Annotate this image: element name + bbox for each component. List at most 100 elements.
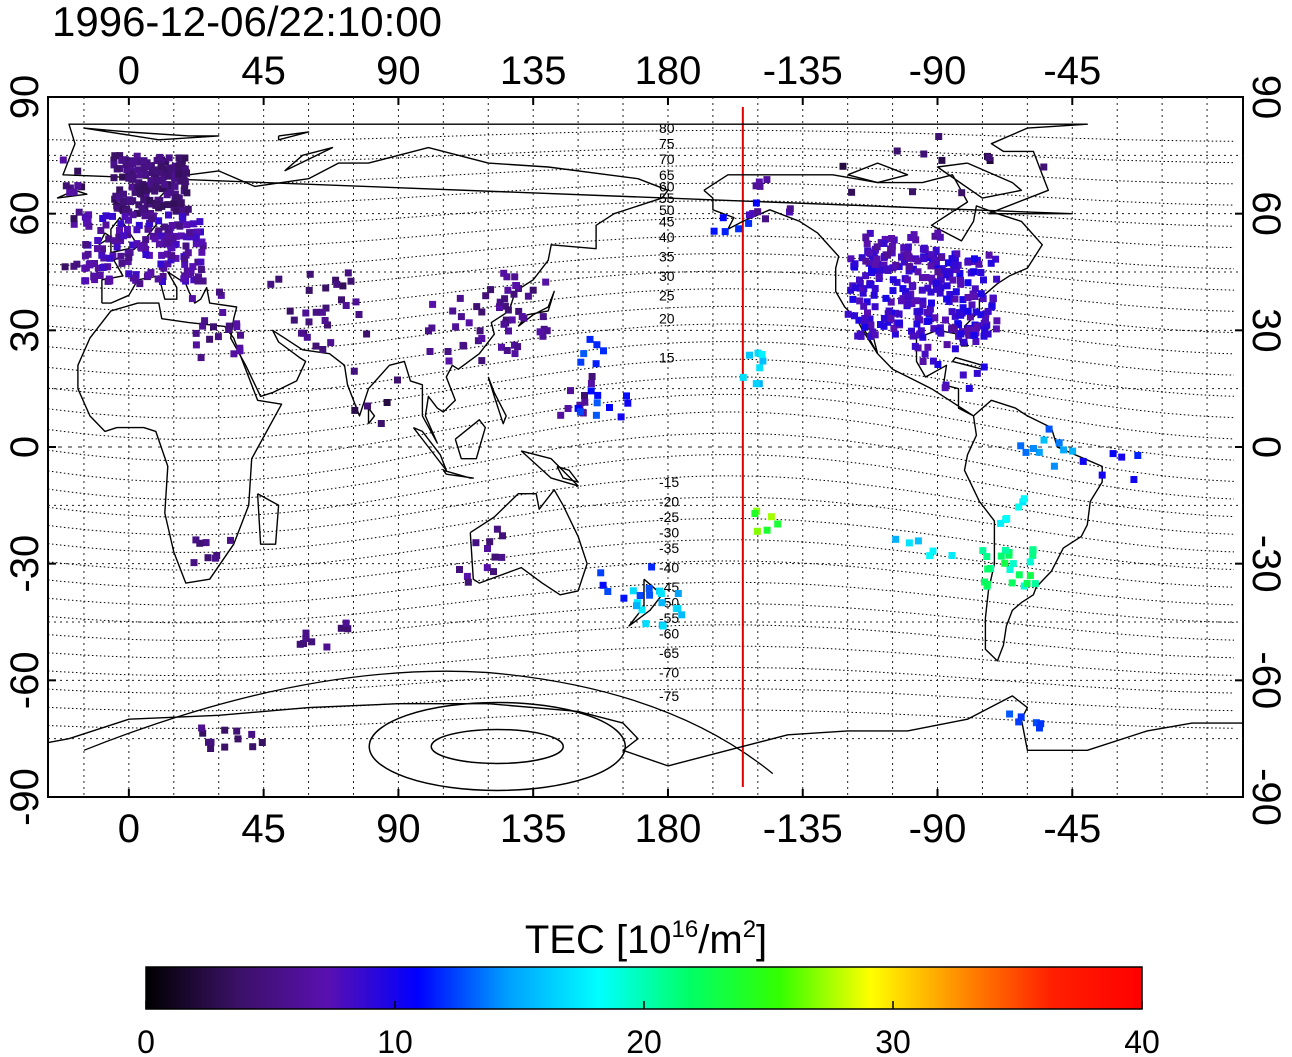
top-lon-tick-label: 180 — [635, 49, 702, 93]
tec-observation — [599, 581, 607, 589]
tec-observation — [929, 547, 937, 555]
tec-observation — [762, 215, 769, 223]
tec-observation — [70, 215, 78, 223]
tec-observation — [746, 351, 753, 359]
tec-observation — [496, 302, 504, 310]
tec-observation — [478, 357, 486, 365]
tec-observation — [140, 183, 148, 191]
tec-observation — [919, 245, 927, 253]
tec-observation — [863, 298, 871, 306]
tec-observation — [157, 232, 165, 240]
colorbar-tick-label: 20 — [626, 1024, 662, 1057]
dip-contour — [47, 475, 1235, 536]
tec-observation — [204, 554, 212, 562]
left-lat-tick-label: 60 — [3, 191, 47, 236]
tec-observation — [943, 282, 951, 290]
tec-observation — [941, 384, 949, 392]
tec-observation — [929, 357, 937, 365]
tec-observation — [117, 220, 125, 228]
tec-observation — [851, 312, 858, 320]
coastline — [83, 127, 220, 141]
tec-observation — [74, 167, 82, 175]
tec-observation — [119, 198, 127, 206]
south-dip-pole-inner — [430, 728, 564, 765]
tec-observation — [121, 213, 129, 220]
tec-observation — [98, 251, 106, 259]
tec-observation — [117, 252, 125, 260]
contour-value-label: 20 — [659, 311, 675, 327]
tec-observation — [880, 240, 888, 247]
tec-observation — [860, 317, 868, 325]
colorbar-tick-label: 30 — [875, 1024, 911, 1057]
tec-observation — [1017, 713, 1025, 721]
right-lat-tick-label: 60 — [1244, 191, 1288, 236]
tec-observation — [987, 259, 995, 267]
tec-observation — [181, 260, 189, 268]
tec-observation — [658, 599, 666, 607]
tec-observation — [946, 291, 954, 298]
right-lat-tick-label: 0 — [1244, 436, 1288, 458]
tec-observation — [889, 287, 897, 295]
tec-observation — [464, 578, 472, 586]
tec-observation — [312, 308, 320, 316]
tec-observation — [135, 179, 143, 187]
tec-observation — [951, 312, 959, 320]
tec-observation — [1032, 719, 1040, 727]
tec-observation — [305, 286, 313, 294]
tec-observation — [873, 255, 881, 263]
tec-observation — [919, 358, 927, 365]
tec-observation — [181, 255, 189, 263]
tec-observation — [1069, 447, 1077, 455]
tec-observation — [113, 204, 121, 212]
tec-observation — [871, 285, 879, 292]
tec-observation — [125, 174, 133, 182]
tec-observation — [1015, 718, 1023, 726]
tec-observation — [678, 611, 686, 619]
tec-observation — [363, 330, 371, 338]
tec-observation — [344, 625, 352, 633]
tec-observation — [66, 188, 74, 196]
tec-observation — [1130, 476, 1138, 483]
tec-observation — [99, 264, 107, 271]
tec-observation — [904, 243, 912, 251]
tec-observation — [895, 263, 903, 271]
tec-observation — [90, 273, 98, 281]
tec-observation — [377, 420, 385, 427]
tec-observation — [161, 158, 169, 166]
contour-value-label: 60 — [659, 178, 675, 194]
coastline — [963, 399, 1103, 662]
tec-observation — [659, 622, 667, 630]
tec-observation — [860, 285, 868, 293]
tec-observation — [937, 284, 945, 292]
top-lon-tick-label: -135 — [763, 49, 843, 93]
coastline — [367, 407, 376, 425]
tec-observation — [1109, 450, 1117, 458]
tec-observation — [1008, 579, 1016, 587]
tec-observation — [504, 306, 512, 314]
tec-observation — [119, 190, 127, 198]
bottom-lon-tick-label: -90 — [909, 807, 967, 851]
tec-observation — [1037, 720, 1045, 728]
left-lat-tick-label: 30 — [3, 308, 47, 353]
tec-observation — [985, 154, 993, 161]
top-lon-tick-label: -90 — [909, 49, 967, 93]
tec-observation — [1098, 471, 1106, 479]
tec-observation — [979, 547, 987, 555]
tec-observation — [192, 329, 200, 337]
tec-observation — [183, 221, 191, 229]
tec-observation — [161, 181, 169, 189]
colorbar-tick-label: 10 — [377, 1024, 413, 1057]
tec-observation — [185, 270, 193, 278]
tec-observation — [322, 284, 330, 292]
tec-observation — [146, 196, 154, 204]
tec-observation — [954, 320, 962, 328]
tec-observation — [868, 265, 875, 273]
tec-observation — [966, 313, 974, 321]
tec-observation — [115, 233, 123, 241]
tec-observation — [85, 222, 93, 230]
tec-observation — [501, 295, 509, 303]
tec-observation — [1002, 547, 1009, 554]
tec-observation — [909, 332, 917, 340]
coastline — [556, 465, 579, 483]
